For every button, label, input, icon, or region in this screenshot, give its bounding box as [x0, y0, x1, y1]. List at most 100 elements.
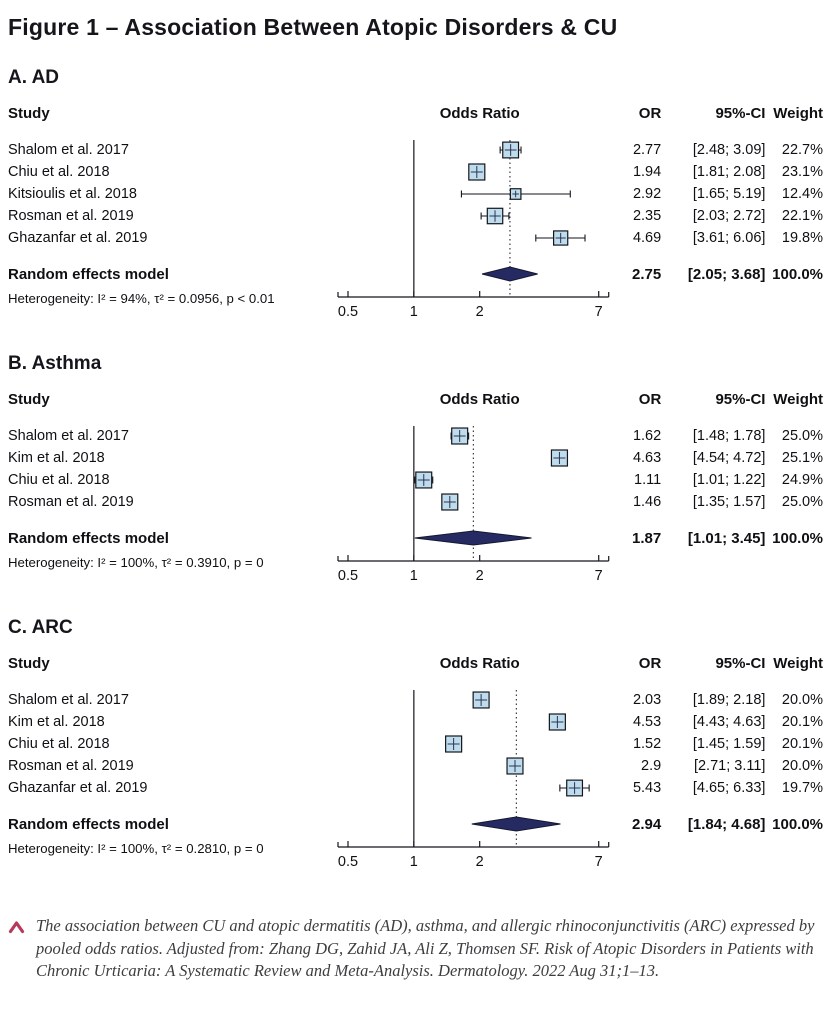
ci-value: [2.71; 3.11]: [693, 758, 766, 774]
study-name: Rosman et al. 2019: [8, 758, 134, 774]
pooled-ci-value: [1.01; 3.45]: [687, 529, 766, 547]
column-header-study: Study: [8, 655, 50, 672]
figure-caption: The association between CU and atopic de…: [8, 915, 823, 983]
ci-value: [1.65; 5.19]: [692, 186, 766, 202]
forest-panels-container: A. AD Study Odds Ratio OR 95%-CI Weight Shalom…: [8, 67, 823, 889]
or-value: 4.69: [632, 230, 662, 246]
ci-value: [4.54; 4.72]: [692, 450, 766, 466]
weight-value: 25.0%: [781, 428, 824, 444]
or-value: 5.43: [632, 780, 662, 796]
study-row: Kim et al. 2018 4.53 [4.43; 4.63] 20.1%: [8, 711, 823, 733]
pooled-label: Random effects model: [8, 529, 169, 547]
study-row: Chiu et al. 2018 1.52 [1.45; 1.59] 20.1%: [8, 733, 823, 755]
column-header-or: OR: [638, 105, 662, 122]
column-header-odds-ratio: Odds Ratio: [439, 105, 520, 122]
pooled-or-value: 1.87: [632, 529, 662, 547]
pooled-row: Random effects model 2.75 [2.05; 3.68] 100.…: [8, 261, 823, 287]
weight-value: 19.8%: [781, 230, 824, 246]
pooled-row: Random effects model 1.87 [1.01; 3.45] 100.…: [8, 525, 823, 551]
weight-value: 20.0%: [781, 758, 824, 774]
forest-panel-2: B. Asthma Study Odds Ratio OR 95%-CI Weight Sh…: [8, 353, 823, 603]
heterogeneity-text: Heterogeneity: I² = 94%, τ² = 0.0956, p …: [8, 291, 275, 306]
study-name: Kitsioulis et al. 2018: [8, 186, 137, 202]
or-value: 2.35: [632, 208, 662, 224]
study-name: Kim et al. 2018: [8, 450, 105, 466]
weight-value: 20.1%: [781, 714, 824, 730]
column-header-study: Study: [8, 391, 50, 408]
pooled-label: Random effects model: [8, 815, 169, 833]
panel-label: C. ARC: [8, 617, 73, 638]
study-name: Shalom et al. 2017: [8, 692, 129, 708]
or-value: 2.92: [632, 186, 662, 202]
column-header-row: Study Odds Ratio OR 95%-CI Weight: [8, 655, 823, 689]
x-axis-tick-label: 2: [476, 568, 484, 584]
ci-value: [1.45; 1.59]: [692, 736, 766, 752]
study-row: Rosman et al. 2019 2.35 [2.03; 2.72] 22.1%: [8, 205, 823, 227]
ci-value: [4.43; 4.63]: [692, 714, 766, 730]
weight-value: 22.1%: [781, 208, 824, 224]
column-header-or: OR: [638, 655, 662, 672]
forest-panel-3: C. ARC Study Odds Ratio OR 95%-CI Weight Shalo…: [8, 617, 823, 889]
study-row: Chiu et al. 2018 1.94 [1.81; 2.08] 23.1%: [8, 161, 823, 183]
x-axis-tick-label: 2: [476, 854, 484, 870]
study-row: Rosman et al. 2019 2.9 [2.71; 3.11] 20.0%: [8, 755, 823, 777]
heterogeneity-text: Heterogeneity: I² = 100%, τ² = 0.3910, p…: [8, 555, 264, 570]
x-axis-tick-label: 7: [595, 854, 603, 870]
x-axis-tick-label: 1: [410, 854, 418, 870]
or-value: 4.63: [632, 450, 662, 466]
forest-plot: 0.5 1 2 7: [337, 690, 610, 870]
panel-grid: Study Odds Ratio OR 95%-CI Weight Shalom et a…: [8, 105, 823, 339]
x-axis-tick-label: 0.5: [338, 854, 358, 870]
pooled-weight-value: 100.0%: [772, 529, 824, 547]
ci-value: [1.81; 2.08]: [692, 164, 766, 180]
figure-title: Figure 1 – Association Between Atopic Di…: [8, 14, 618, 40]
pooled-diamond: [414, 530, 532, 546]
ci-value: [3.61; 6.06]: [692, 230, 766, 246]
weight-value: 19.7%: [781, 780, 824, 796]
or-value: 1.94: [632, 164, 662, 180]
study-name: Shalom et al. 2017: [8, 142, 129, 158]
ci-value: [2.48; 3.09]: [692, 142, 766, 158]
figure-page: Figure 1 – Association Between Atopic Di…: [8, 14, 823, 983]
weight-value: 23.1%: [781, 164, 824, 180]
column-header-study: Study: [8, 105, 50, 122]
ci-value: [1.01; 1.22]: [692, 472, 766, 488]
study-name: Shalom et al. 2017: [8, 428, 129, 444]
study-row: Rosman et al. 2019 1.46 [1.35; 1.57] 25.0%: [8, 491, 823, 513]
or-value: 2.03: [632, 692, 662, 708]
column-header-weight: Weight: [773, 391, 824, 408]
x-axis-tick-label: 7: [595, 304, 603, 320]
column-header-weight: Weight: [773, 105, 824, 122]
column-header-odds-ratio: Odds Ratio: [439, 655, 520, 672]
panel-label: B. Asthma: [8, 353, 102, 374]
ci-value: [1.89; 2.18]: [692, 692, 766, 708]
weight-value: 20.0%: [781, 692, 824, 708]
weight-value: 25.1%: [781, 450, 824, 466]
pooled-label: Random effects model: [8, 265, 169, 283]
panel-footer: Heterogeneity: I² = 94%, τ² = 0.0956, p …: [8, 287, 823, 339]
weight-value: 20.1%: [781, 736, 824, 752]
study-name: Ghazanfar et al. 2019: [8, 780, 148, 796]
study-name: Chiu et al. 2018: [8, 736, 110, 752]
panel-grid: Study Odds Ratio OR 95%-CI Weight Shalom et a…: [8, 391, 823, 603]
column-header-row: Study Odds Ratio OR 95%-CI Weight: [8, 105, 823, 139]
ci-value: [2.03; 2.72]: [692, 208, 766, 224]
study-name: Rosman et al. 2019: [8, 494, 134, 510]
study-row: Kim et al. 2018 4.63 [4.54; 4.72] 25.1%: [8, 447, 823, 469]
or-value: 1.46: [632, 494, 662, 510]
study-name: Chiu et al. 2018: [8, 472, 110, 488]
panel-footer: Heterogeneity: I² = 100%, τ² = 0.3910, p…: [8, 551, 823, 603]
pooled-row: Random effects model 2.94 [1.84; 4.68] 100.…: [8, 811, 823, 837]
study-name: Kim et al. 2018: [8, 714, 105, 730]
study-name: Ghazanfar et al. 2019: [8, 230, 148, 246]
study-row: Shalom et al. 2017 2.77 [2.48; 3.09] 22.7%: [8, 139, 823, 161]
study-row: Ghazanfar et al. 2019 5.43 [4.65; 6.33] 19.…: [8, 777, 823, 799]
column-header-ci: 95%-CI: [715, 105, 766, 122]
or-value: 4.53: [632, 714, 662, 730]
caret-up-icon: [8, 915, 25, 983]
x-axis-tick-label: 1: [410, 568, 418, 584]
pooled-diamond: [471, 816, 561, 832]
pooled-weight-value: 100.0%: [772, 265, 824, 283]
x-axis-tick-label: 1: [410, 304, 418, 320]
pooled-or-value: 2.94: [632, 815, 662, 833]
